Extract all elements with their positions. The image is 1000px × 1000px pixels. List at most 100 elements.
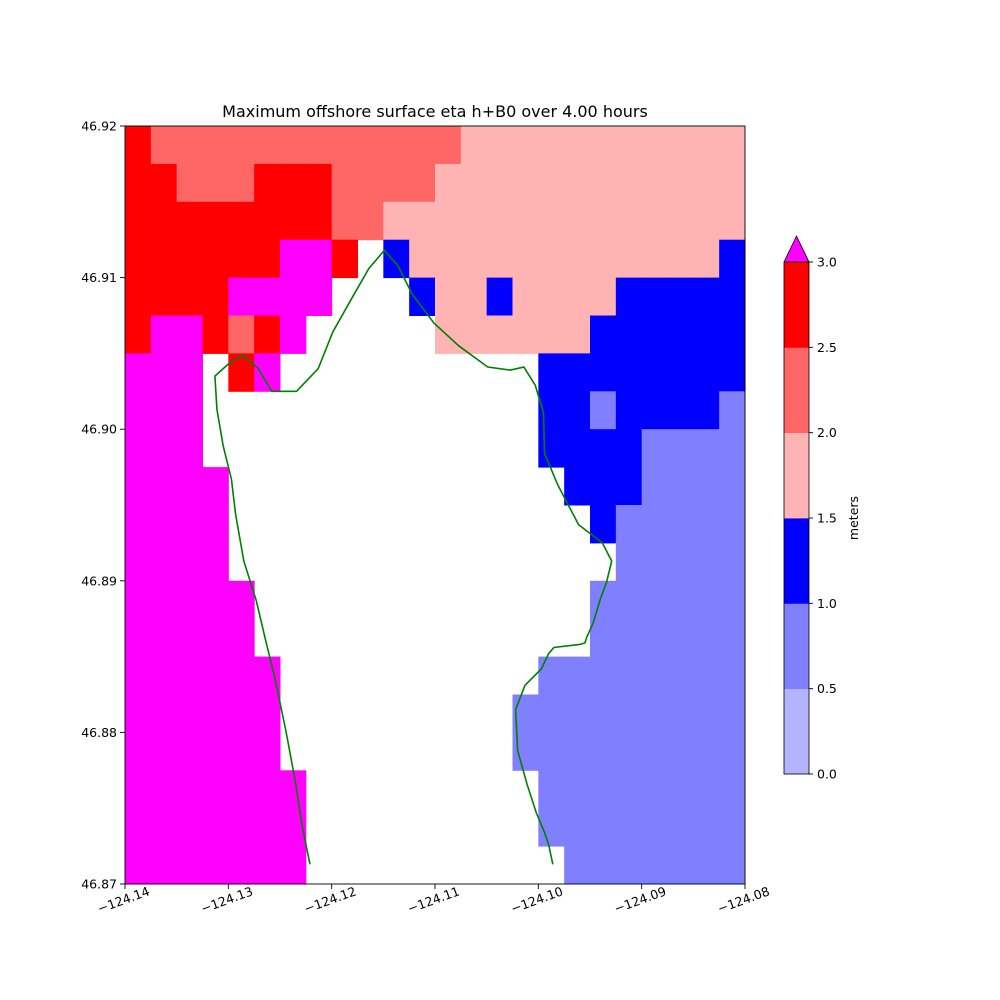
heatmap-cell (357, 126, 384, 165)
heatmap-cell (176, 732, 203, 771)
heatmap-cell (719, 505, 746, 544)
heatmap-cell (254, 732, 281, 771)
heatmap-cell (719, 694, 746, 733)
x-tick-label: −124.09 (612, 883, 668, 916)
heatmap-cell (693, 618, 720, 658)
heatmap-cell (538, 315, 565, 354)
heatmap-cell (228, 277, 255, 316)
heatmap-cell (719, 239, 746, 279)
heatmap-cell (641, 694, 668, 733)
heatmap-cell (667, 770, 694, 809)
heatmap-cell (150, 580, 178, 620)
heatmap-cell (641, 467, 668, 506)
heatmap-cell (202, 467, 229, 506)
heatmap-cell (435, 201, 462, 241)
heatmap-cell (254, 239, 281, 279)
heatmap-cell (409, 126, 436, 165)
heatmap-cell (176, 315, 203, 354)
heatmap-cell (331, 126, 358, 165)
y-tick-label: 46.91 (81, 270, 117, 285)
heatmap-cell (590, 239, 617, 279)
heatmap-cell (564, 277, 591, 316)
colorbar-tick-label: 2.5 (817, 340, 837, 355)
heatmap-cell (150, 770, 178, 809)
heatmap-cell (125, 391, 152, 430)
heatmap-cell (719, 618, 746, 658)
heatmap-cell (435, 277, 462, 316)
heatmap-cell (615, 618, 643, 658)
heatmap-cell (176, 656, 203, 695)
x-tick-label: −124.12 (302, 883, 358, 916)
heatmap-cell (512, 315, 539, 354)
heatmap-cell (564, 126, 591, 165)
heatmap-cell (125, 429, 152, 468)
heatmap-cell (693, 846, 720, 885)
heatmap-cell (615, 277, 643, 316)
heatmap-cell (305, 277, 333, 316)
heatmap-cell (150, 656, 178, 695)
heatmap-cell (590, 732, 617, 771)
heatmap-cell (125, 505, 152, 544)
heatmap-cell (641, 846, 668, 885)
heatmap-cell (693, 315, 720, 354)
heatmap-cell (150, 391, 178, 430)
x-tick-label: −124.10 (509, 883, 565, 916)
heatmap-cell (615, 542, 643, 582)
heatmap-cell (202, 618, 229, 658)
heatmap-cell (150, 467, 178, 506)
heatmap-cell (202, 656, 229, 695)
heatmap-cell (460, 163, 488, 203)
heatmap-cell (254, 694, 281, 733)
heatmap-cell (254, 770, 281, 809)
heatmap-cell (228, 126, 255, 165)
heatmap-cell (693, 277, 720, 316)
heatmap-cell (615, 201, 643, 241)
heatmap-cell (357, 163, 384, 203)
heatmap-cell (202, 694, 229, 733)
heatmap-cell (150, 542, 178, 582)
heatmap-cell (615, 505, 643, 544)
heatmap-cell (125, 846, 152, 885)
heatmap-cell (538, 126, 565, 165)
heatmap-cell (590, 580, 617, 620)
heatmap-cell (228, 694, 255, 733)
heatmap-cell (538, 277, 565, 316)
heatmap-cell (254, 656, 281, 695)
heatmap-cell (202, 808, 229, 847)
colorbar-tick-label: 1.0 (817, 596, 837, 611)
heatmap-cell (719, 732, 746, 771)
heatmap-cell (357, 201, 384, 241)
heatmap-cell (538, 353, 565, 392)
colorbar-label: meters (846, 496, 861, 540)
heatmap-cell (719, 391, 746, 430)
colorbar-band (784, 603, 809, 690)
heatmap-cell (150, 505, 178, 544)
heatmap-cell (409, 163, 436, 203)
heatmap-cell (641, 656, 668, 695)
heatmap-cell (615, 656, 643, 695)
heatmap-cell (383, 201, 410, 241)
heatmap-cell (641, 808, 668, 847)
heatmap-cell (538, 656, 565, 695)
heatmap-cell (125, 808, 152, 847)
heatmap-cell (202, 163, 229, 203)
heatmap-cell (486, 163, 513, 203)
heatmap-cell (254, 315, 281, 354)
heatmap-cell (125, 239, 152, 279)
heatmap-cell (202, 505, 229, 544)
heatmap-cell (564, 467, 591, 506)
heatmap-cell (150, 846, 178, 885)
heatmap-cell (615, 580, 643, 620)
chart-title: Maximum offshore surface eta h+B0 over 4… (222, 102, 648, 121)
heatmap-cell (202, 126, 229, 165)
heatmap-cell (667, 277, 694, 316)
heatmap-cell (254, 277, 281, 316)
heatmap-cell (719, 580, 746, 620)
heatmap-cell (125, 694, 152, 733)
heatmap-cell (125, 126, 152, 165)
heatmap-cell (693, 770, 720, 809)
heatmap-cell (693, 163, 720, 203)
heatmap-cell (176, 846, 203, 885)
heatmap-cell (409, 201, 436, 241)
